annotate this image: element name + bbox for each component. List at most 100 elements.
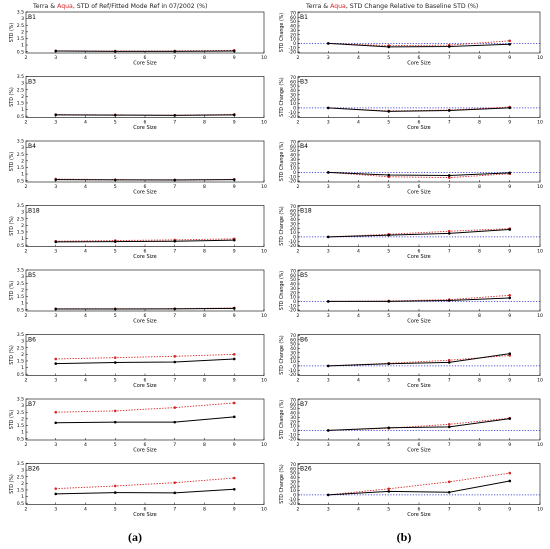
left-panel-b1-xtick-label: 8 [203,55,206,61]
right-panel-b3-terra-point [387,110,391,113]
right-panel-b5-terra-point [387,300,391,303]
left-panel-b6-band-label: B6 [28,337,36,344]
right-panel-b6-ytick-label: 60 [290,337,296,343]
right-panel-b7-band-label: B7 [300,401,308,408]
right-panel-b5-terra-point [326,300,330,303]
right-panel-b7-terra-line [328,418,510,431]
right-panel-b6-ytick-label: 30 [290,350,296,356]
right-panel-b18-xtick-label: 9 [508,249,511,255]
right-panel-b5-xtick-label: 7 [448,313,451,319]
right-panel-b4-terra-point [508,171,512,175]
right-panel-b6-ytick-label: 0 [293,364,296,370]
right-panel-b18-xtick-label: 10 [537,249,543,255]
right-panel-b26-ytick-label: 0 [293,493,296,499]
left-panel-b26-ytick-label: 0.5 [17,501,24,507]
right-panel-b1-xtick-label: 7 [448,55,451,61]
right-panel-b18-ytick-label: 10 [290,230,296,236]
left-panel-b7-xtick-label: 10 [261,442,267,448]
left-panel-b26-ylabel: STD (%) [9,474,15,494]
left-panel-b26-terra-line [55,488,235,495]
left-panel-b4-ytick-label: 1 [21,172,24,178]
right-panel-b1-ytick-label: 60 [290,15,296,21]
right-panel-b1-xtick-label: 10 [537,55,543,61]
left-panel-b26-terra-point [54,492,58,496]
right-panel-b18-ytick-label: 70 [290,204,296,210]
right-panel-b1-xtick-label: 4 [357,55,360,61]
right-panel-b4-xtick-label: 8 [478,184,481,190]
right-panel-b5-ytick-label: 10 [290,295,296,301]
left-panel-b6-xtick-label: 8 [203,378,206,384]
right-panel-b5-ytick-label: 40 [290,282,296,288]
left-panel-b6-ytick-label: 0.5 [17,372,24,378]
left-panel-b5-frame [25,269,265,312]
right-panel-b1-xtick-label: 9 [508,55,511,61]
left-panel-b3-terra-point [232,113,236,117]
right-panel-b26-xtick-label: 2 [297,507,300,513]
left-panel-b18-terra-point [173,239,177,243]
right-panel-b3-xtick-label: 8 [478,120,481,126]
right-panel-b5-ytick-label: 0 [293,299,296,305]
left-panel-b6-xlabel: Core Size [133,383,156,389]
right-panel-b6-terra-point [387,362,391,366]
left-panel-b1-xtick-label: 2 [25,55,28,61]
left-panel-b7-terra-point [113,420,117,424]
right-panel-b4-terra-point [387,173,391,177]
left-panel-b26-band-label: B26 [28,466,40,473]
left-panel-b6-xtick-label: 3 [54,378,57,384]
left-panel-b5-xtick-label: 5 [114,313,117,319]
left-panel-b4-band-label: B4 [28,143,36,150]
right-panel-b18-terra-line [328,228,510,238]
left-panel-b7-terra-point [232,415,236,419]
right-panel-b7-ytick-label: 30 [290,415,296,421]
left-panel-b3-ytick-label: 2 [21,94,24,100]
right-panel-b26-xtick-label: 3 [327,507,330,513]
left-panel-b7-ytick-label: 3 [21,403,24,409]
right-panel-b6-xtick-label: 9 [508,378,511,384]
left-panel-b18-xtick-label: 9 [233,249,236,255]
left-panel-b5-xtick-label: 3 [54,313,57,319]
right-panel-b26-xtick-label: 9 [508,507,511,513]
right-panel-b5-ylabel: STD Change (%) [279,271,285,311]
left-panel-b7-xlabel: Core Size [133,448,156,454]
right-panel-b18-aqua-line [328,228,510,238]
right-panel-b7-ytick-label: 20 [290,419,296,425]
right-panel-b4-ytick-label: 30 [290,157,296,163]
left-panel-b7-terra-line [55,416,235,424]
right-title-rest: , STD Change Relative to Baseline STD (%… [346,3,478,10]
left-panel-b3-terra-line [55,114,235,116]
left-panel-b26-xtick-label: 5 [114,507,117,513]
right-panel-b4-ytick-label: 40 [290,153,296,159]
left-panel-b3-ytick-label: 3 [21,81,24,87]
left-panel-b3-ylabel: STD (%) [9,87,15,107]
left-panel-b18-xtick-label: 2 [25,249,28,255]
left-panel-b1-ytick-label: 2 [21,29,24,35]
left-panel-b18-ytick-label: 0.5 [17,243,24,249]
left-panel-b26-aqua-point [54,487,58,490]
left-panel-b1-band-label: B1 [28,14,36,21]
left-panel-b18-xtick-label: 10 [261,249,267,255]
left-panel-b1-ytick-label: 0.5 [17,49,24,55]
right-panel-b7-xtick-label: 6 [418,442,421,448]
left-panel-b1-xtick-label: 6 [144,55,147,61]
left-panel-b5-ylabel: STD (%) [9,281,15,301]
left-panel-b18-terra-line [55,239,235,243]
left-panel-b7-xtick-label: 9 [233,442,236,448]
left-panel-b3-band-label: B3 [28,79,36,86]
left-caption: (a) [128,530,142,544]
right-panel-b3-xtick-label: 10 [537,120,543,126]
right-panel-b7-xtick-label: 4 [357,442,360,448]
left-panel-b18-terra-point [54,240,58,244]
right-panel-b3-terra-line [328,107,510,112]
left-panel-b26-ytick-label: 3.5 [17,461,24,467]
right-panel-b26-ytick-label: 20 [290,484,296,490]
left-panel-b4-xlabel: Core Size [133,190,156,196]
left-panel-b3-xtick-label: 7 [173,120,176,126]
right-panel-b26-ytick-label: 60 [290,466,296,472]
right-panel-b18-ylabel: STD Change (%) [279,206,285,246]
right-panel-b3-xtick-label: 6 [418,120,421,126]
right-panel-b6-xlabel: Core Size [407,383,430,389]
right-panel-b1-ytick-label: -20 [288,50,296,56]
right-panel-b6-band-label: B6 [300,337,308,344]
left-panel-b1-xtick-label: 7 [173,55,176,61]
